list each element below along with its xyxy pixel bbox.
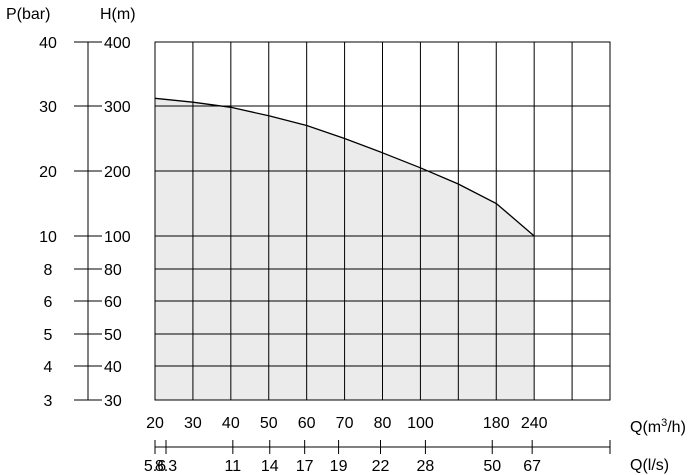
- x-tick-label-m3h: 40: [222, 415, 240, 432]
- x-tick-label-m3h: 80: [374, 415, 392, 432]
- grid: [155, 42, 610, 400]
- x-tick-label-ls: 67: [523, 458, 541, 475]
- x-tick-label-ls: 14: [261, 458, 279, 475]
- tick-labels: 40 400 30 300 20 200 10 100 8 80 6 60 5 50 4 40 3 30 20 30 4…: [39, 35, 548, 475]
- h-tick-label: 100: [104, 229, 131, 246]
- p-tick-label: 8: [44, 262, 53, 279]
- x-tick-label-m3h: 240: [521, 415, 548, 432]
- x-tick-label-ls: 50: [483, 458, 501, 475]
- h-tick-label: 400: [104, 35, 131, 52]
- x-tick-label-m3h: 60: [298, 415, 316, 432]
- p-tick-label: 30: [39, 99, 57, 116]
- x-tick-label-ls: 8.3: [155, 458, 177, 475]
- x-tick-label-ls: 5.6: [144, 458, 166, 475]
- curve-line: [154, 97, 535, 237]
- h-tick-label: 80: [104, 262, 122, 279]
- x-tick-label-m3h: 100: [407, 415, 434, 432]
- x-tick-label-m3h: 20: [146, 415, 164, 432]
- p-tick-label: 40: [39, 35, 57, 52]
- x-axis-label-end: /h): [667, 419, 686, 436]
- x-tick-label-ls: 22: [372, 458, 390, 475]
- left-axes: [74, 41, 102, 401]
- h-axis-label: H(m): [100, 6, 136, 23]
- plot-frame: [154, 41, 611, 401]
- x-tick-label-ls: 28: [417, 458, 435, 475]
- p-tick-label: 20: [39, 164, 57, 181]
- p-tick-label: 3: [44, 393, 53, 410]
- h-tick-label: 40: [104, 359, 122, 376]
- x-tick-label-ls: 17: [296, 458, 314, 475]
- x-axis-label-sup: 3: [661, 417, 667, 429]
- h-tick-label: 200: [104, 164, 131, 181]
- x-tick-label-m3h: 30: [184, 415, 202, 432]
- p-tick-label: 4: [44, 359, 53, 376]
- h-tick-label: 300: [104, 99, 131, 116]
- x-tick-label-ls: 11: [225, 458, 242, 475]
- x-tick-label-ls: 19: [330, 458, 348, 475]
- x-axis-label-base: Q(m: [630, 419, 661, 436]
- h-tick-label: 30: [104, 393, 122, 410]
- x-axis-label: Q(m3/h): [630, 417, 686, 436]
- x-tick-label-m3h: 50: [260, 415, 278, 432]
- p-tick-label: 6: [44, 294, 53, 311]
- p-tick-label: 5: [44, 327, 53, 344]
- p-axis-label: P(bar): [6, 6, 50, 23]
- x-tick-label-m3h: 180: [483, 415, 510, 432]
- x2-axis-label: Q(l/s): [630, 457, 669, 474]
- h-tick-label: 50: [104, 327, 122, 344]
- p-tick-label: 10: [39, 229, 57, 246]
- h-tick-label: 60: [104, 294, 122, 311]
- x-tick-label-m3h: 70: [336, 415, 354, 432]
- bottom-ls-axis: [154, 440, 611, 454]
